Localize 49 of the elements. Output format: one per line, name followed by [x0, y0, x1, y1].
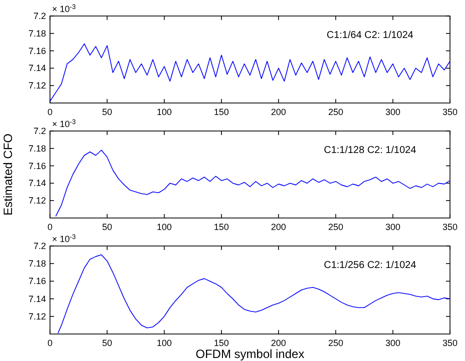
x-tick-label: 150 [214, 107, 229, 117]
y-tick-label: 7.2 [33, 126, 46, 136]
y-tick-label: 7.12 [28, 80, 46, 91]
y-axis-title: Estimated CFO [1, 133, 15, 216]
y-tick-label: 7.14 [28, 178, 46, 188]
x-tick-label: 100 [156, 107, 172, 117]
x-tick-label: 50 [102, 107, 112, 117]
x-tick-label: 50 [102, 222, 112, 232]
x-tick-label: 300 [385, 338, 400, 348]
y-tick-label: 7.14 [28, 63, 46, 74]
x-tick-label: 0 [47, 338, 53, 348]
x-tick-label: 250 [328, 107, 344, 117]
x-tick-label: 350 [442, 338, 458, 348]
x-axis-title: OFDM symbol index [196, 347, 304, 361]
x-tick-label: 250 [328, 222, 344, 232]
annotation: C1:1/64 C2: 1/1024 [326, 30, 414, 41]
y-tick-label: 7.18 [28, 258, 46, 269]
y-tick-label: 7.2 [33, 241, 46, 251]
x-tick-label: 0 [47, 107, 53, 117]
x-tick-label: 200 [271, 338, 286, 348]
y-tick-label: 7.12 [28, 196, 46, 206]
y-tick-label: 7.16 [28, 276, 46, 286]
text: × 10$^{-3}$ [52, 4, 76, 14]
y-tick-label: 7.16 [28, 46, 46, 56]
x-tick-label: 150 [214, 338, 229, 348]
x-tick-label: 0 [47, 222, 53, 232]
x-tick-label: 300 [385, 107, 400, 117]
x-tick-label: 100 [156, 222, 172, 232]
y-tick-label: 7.12 [28, 311, 46, 322]
x-tick-label: 200 [271, 107, 286, 117]
line-series [58, 254, 450, 334]
x-tick-label: 250 [328, 338, 344, 348]
text: × 10$^{-3}$ [52, 234, 76, 244]
x-tick-label: 150 [214, 222, 229, 232]
y-tick-label: 7.18 [28, 28, 46, 38]
x-tick-label: 200 [271, 222, 286, 232]
x-tick-label: 300 [385, 222, 400, 232]
y-tick-label: 7.14 [28, 294, 46, 304]
y-tick-label: 7.16 [28, 160, 46, 171]
annotation: C1:1/256 C2: 1/1024 [324, 260, 417, 271]
text: × 10$^{-3}$ [52, 118, 76, 129]
x-tick-label: 350 [442, 107, 458, 117]
annotation: C1:1/128 C2: 1/1024 [324, 145, 417, 156]
x-tick-label: 100 [156, 338, 172, 348]
y-tick-label: 7.2 [33, 11, 46, 21]
x-tick-label: 350 [442, 222, 458, 232]
y-tick-label: 7.18 [28, 143, 46, 154]
x-tick-label: 50 [102, 338, 112, 348]
line-series [50, 43, 450, 102]
